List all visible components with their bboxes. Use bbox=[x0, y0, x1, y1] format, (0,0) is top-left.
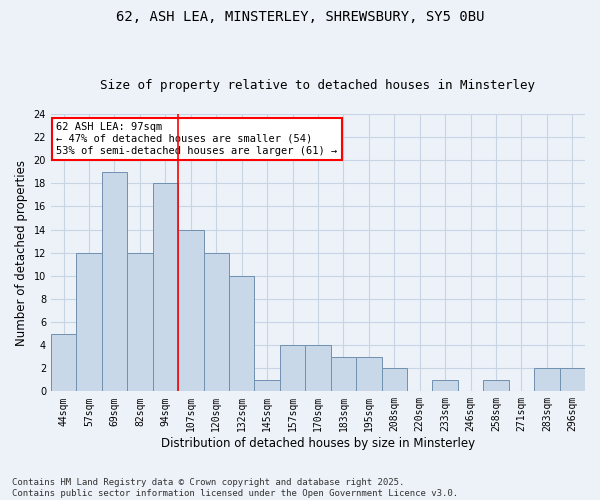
X-axis label: Distribution of detached houses by size in Minsterley: Distribution of detached houses by size … bbox=[161, 437, 475, 450]
Bar bbox=[178, 230, 203, 392]
Bar bbox=[280, 345, 305, 392]
Text: 62, ASH LEA, MINSTERLEY, SHREWSBURY, SY5 0BU: 62, ASH LEA, MINSTERLEY, SHREWSBURY, SY5… bbox=[116, 10, 484, 24]
Bar bbox=[356, 356, 382, 392]
Title: Size of property relative to detached houses in Minsterley: Size of property relative to detached ho… bbox=[100, 79, 535, 92]
Text: 62 ASH LEA: 97sqm
← 47% of detached houses are smaller (54)
53% of semi-detached: 62 ASH LEA: 97sqm ← 47% of detached hous… bbox=[56, 122, 338, 156]
Bar bbox=[305, 345, 331, 392]
Bar bbox=[483, 380, 509, 392]
Bar bbox=[560, 368, 585, 392]
Bar bbox=[152, 184, 178, 392]
Bar bbox=[76, 252, 102, 392]
Bar bbox=[51, 334, 76, 392]
Bar bbox=[102, 172, 127, 392]
Bar bbox=[203, 252, 229, 392]
Y-axis label: Number of detached properties: Number of detached properties bbox=[15, 160, 28, 346]
Bar bbox=[433, 380, 458, 392]
Bar bbox=[534, 368, 560, 392]
Bar bbox=[254, 380, 280, 392]
Bar bbox=[127, 252, 152, 392]
Text: Contains HM Land Registry data © Crown copyright and database right 2025.
Contai: Contains HM Land Registry data © Crown c… bbox=[12, 478, 458, 498]
Bar bbox=[229, 276, 254, 392]
Bar bbox=[331, 356, 356, 392]
Bar bbox=[382, 368, 407, 392]
